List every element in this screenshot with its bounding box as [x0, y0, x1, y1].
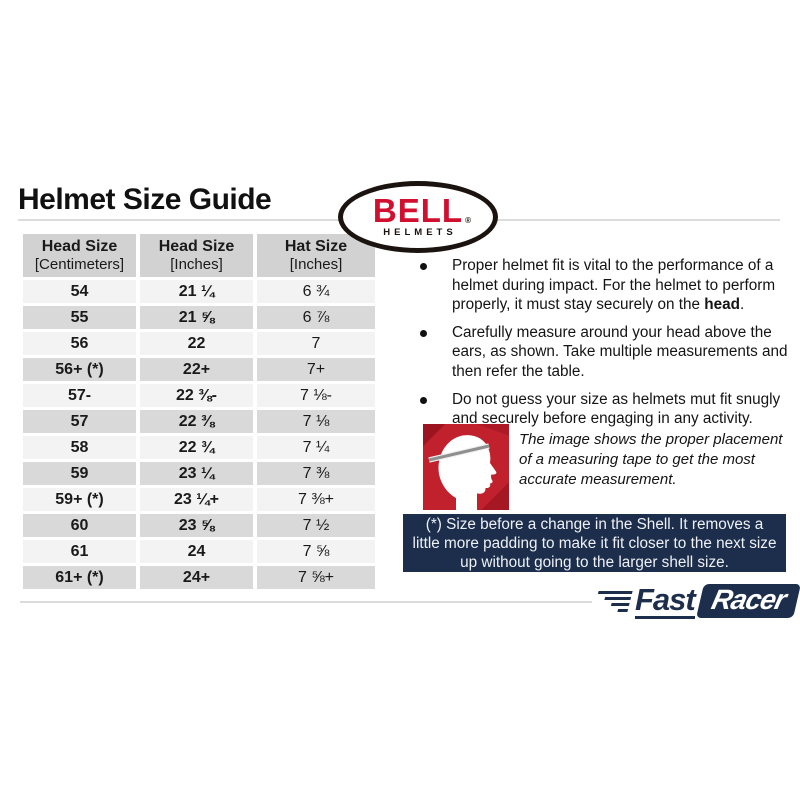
table-cell: 7 ⅜: [257, 462, 375, 485]
table-cell: 7+: [257, 358, 375, 381]
bullet-icon: [420, 329, 427, 337]
table-cell: 24: [140, 540, 253, 563]
page-title: Helmet Size Guide: [18, 183, 272, 216]
table-cell: 57: [23, 410, 136, 433]
table-cell: 22 ⅜: [140, 410, 253, 433]
table-cell: 6 ¾: [257, 280, 375, 303]
size-table: Head Size [Centimeters] Head Size [Inche…: [19, 231, 379, 592]
bullet-text: Carefully measure around your head above…: [452, 323, 788, 380]
table-cell: 59: [23, 462, 136, 485]
bell-helmets-logo: BELL ® HELMETS: [338, 181, 498, 253]
table-cell: 7 ⅛-: [257, 384, 375, 407]
bullet-text-segment: .: [739, 296, 745, 314]
bullet-text: Do not guess your size as helmets mut fi…: [452, 390, 781, 428]
table-cell: 56+ (*): [23, 358, 136, 381]
header-line1: Head Size: [41, 238, 118, 255]
table-cell: 7 ¼: [257, 436, 375, 459]
table-cell: 23 ¼: [140, 462, 253, 485]
head-silhouette-graphic: [428, 435, 497, 510]
table-header-row: Head Size [Centimeters] Head Size [Inche…: [23, 234, 375, 277]
list-item: Proper helmet fit is vital to the perfor…: [398, 256, 796, 315]
header-line1: Head Size: [158, 238, 235, 255]
header-line2: [Inches]: [289, 256, 343, 273]
table-row: 59+ (*) 23 ¼+ 7 ⅜+: [23, 488, 375, 511]
table-cell: 57-: [23, 384, 136, 407]
table-row: 61 24 7 ⅝: [23, 540, 375, 563]
head-measuring-tape-icon: [423, 424, 509, 510]
table-cell: 22 ⅜-: [140, 384, 253, 407]
header-hat-size-in: Hat Size [Inches]: [257, 234, 375, 277]
fit-advice-list: Proper helmet fit is vital to the perfor…: [398, 256, 796, 437]
table-cell: 61: [23, 540, 136, 563]
footer-divider: [20, 601, 592, 603]
table-cell: 7 ⅝+: [257, 566, 375, 589]
table-cell: 7 ⅝: [257, 540, 375, 563]
table-cell: 23 ⅝: [140, 514, 253, 537]
table-cell: 58: [23, 436, 136, 459]
table-cell: 54: [23, 280, 136, 303]
header-line2: [Inches]: [170, 256, 223, 273]
table-cell: 21 ⅝: [140, 306, 253, 329]
header-head-size-cm: Head Size [Centimeters]: [23, 234, 136, 277]
size-table-header: Head Size [Centimeters] Head Size [Inche…: [23, 234, 375, 277]
table-cell: 22+: [140, 358, 253, 381]
fastracer-logo-fast: Fast: [635, 581, 696, 619]
list-item: Carefully measure around your head above…: [398, 323, 796, 382]
header-line2: [Centimeters]: [34, 256, 125, 273]
table-cell: 24+: [140, 566, 253, 589]
table-cell: 7 ⅜+: [257, 488, 375, 511]
fastracer-logo-racer-box: Racer: [695, 584, 800, 618]
table-cell: 60: [23, 514, 136, 537]
table-row: 57- 22 ⅜- 7 ⅛-: [23, 384, 375, 407]
table-cell: 21 ¼: [140, 280, 253, 303]
table-cell: 56: [23, 332, 136, 355]
bullet-text-segment: Proper helmet fit is vital to the perfor…: [452, 257, 776, 314]
figure-caption: The image shows the proper placement of …: [519, 431, 783, 488]
table-row: 61+ (*) 24+ 7 ⅝+: [23, 566, 375, 589]
table-cell: 7: [257, 332, 375, 355]
measurement-figure: The image shows the proper placement of …: [423, 424, 793, 510]
bullet-text-bold: head: [704, 296, 740, 314]
table-cell: 55: [23, 306, 136, 329]
shell-size-note: (*) Size before a change in the Shell. I…: [403, 514, 786, 572]
table-cell: 22: [140, 332, 253, 355]
bullet-icon: [420, 263, 427, 270]
bell-logo-subtext: HELMETS: [383, 227, 457, 239]
table-row: 56+ (*) 22+ 7+: [23, 358, 375, 381]
fastracer-logo: Fast Racer: [593, 581, 800, 619]
table-cell: 22 ¾: [140, 436, 253, 459]
table-cell: 6 ⅞: [257, 306, 375, 329]
speed-lines-icon: [593, 590, 633, 612]
bullet-icon: [420, 396, 427, 404]
registered-trademark-icon: ®: [465, 216, 473, 226]
bullet-text: Proper helmet fit is vital to the perfor…: [452, 256, 794, 315]
table-cell: 59+ (*): [23, 488, 136, 511]
fastracer-logo-racer: Racer: [708, 584, 789, 615]
list-item: Do not guess your size as helmets mut fi…: [398, 390, 796, 429]
table-cell: 23 ¼+: [140, 488, 253, 511]
table-cell: 7 ⅛: [257, 410, 375, 433]
header-line1: Hat Size: [284, 238, 348, 255]
bell-logo-text: BELL ®: [372, 191, 473, 229]
table-cell: 7 ½: [257, 514, 375, 537]
note-text: (*) Size before a change in the Shell. I…: [412, 515, 777, 571]
header-head-size-in: Head Size [Inches]: [140, 234, 253, 277]
table-cell: 61+ (*): [23, 566, 136, 589]
table-row: 56 22 7: [23, 332, 375, 355]
